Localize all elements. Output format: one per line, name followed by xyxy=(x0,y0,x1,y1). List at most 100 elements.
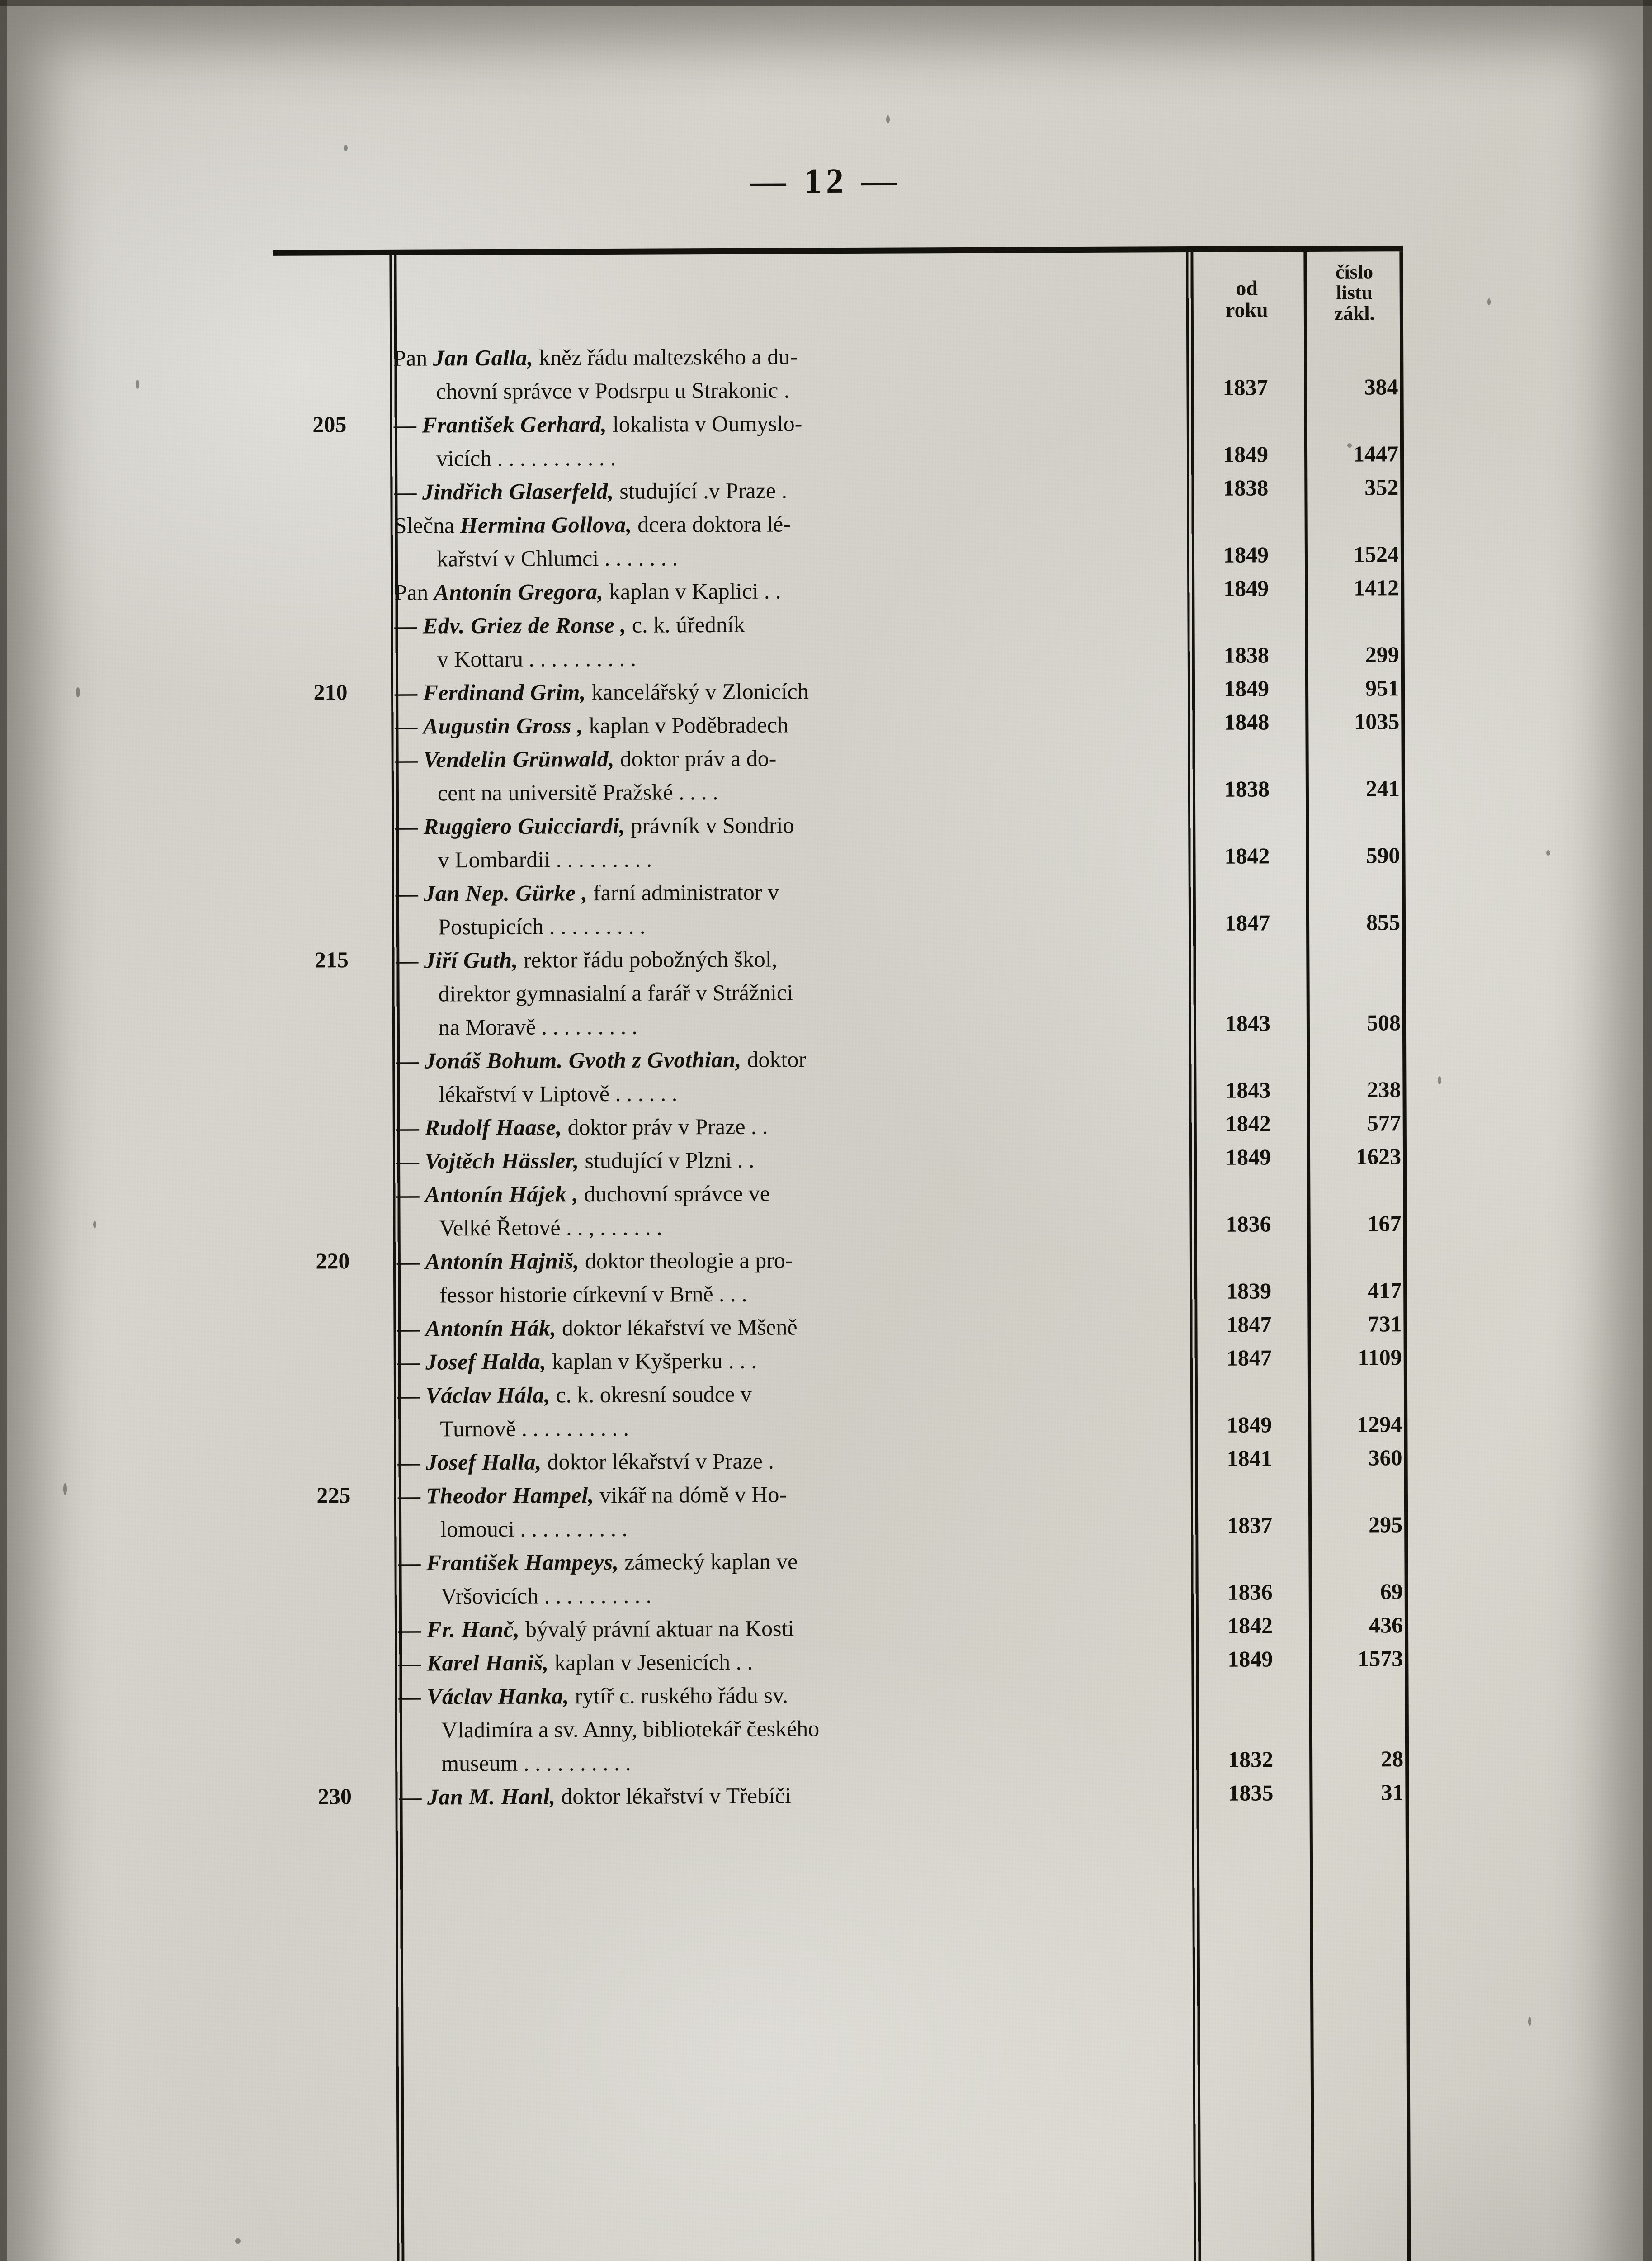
row-dash-marker: — xyxy=(396,1115,425,1140)
row-dash-marker: — xyxy=(397,1316,425,1341)
scan-blemish xyxy=(136,380,139,389)
row-entry-text: — Václav Hanka, rytíř c. ruského řádu sv… xyxy=(398,1678,1187,1712)
row-description: c. k. okresní soudce v xyxy=(550,1381,752,1408)
table-row: 230— Jan M. Hanl, doktor lékařství v Tře… xyxy=(278,1776,1409,1814)
row-person-name: Jan Nep. Gürke , xyxy=(424,880,587,906)
row-person-name: František Hampeys, xyxy=(426,1549,619,1575)
row-person-name: Václav Hanka, xyxy=(427,1683,569,1709)
row-dash-marker: — xyxy=(396,1182,425,1207)
row-index-number: 210 xyxy=(274,679,387,705)
row-dash-marker: — xyxy=(396,948,424,973)
row-entry-text: — Jan M. Hanl, doktor lékařství v Třebíč… xyxy=(399,1778,1187,1813)
row-entry-text: — Jan Nep. Gürke , farní administrator v xyxy=(396,875,1184,909)
row-entry-text: — Vendelin Grünwald, doktor práv a do- xyxy=(395,741,1184,776)
row-entry-text: direktor gymnasialní a farář v Strážnici xyxy=(439,975,1185,1009)
row-description: vikář na dómě v Ho- xyxy=(594,1481,787,1508)
table-row: kařství v Chlumci . . . . . . . 1849 1524 xyxy=(274,538,1404,576)
table-row: Velké Řetové . . , . . . . . . 1836 167 xyxy=(276,1207,1407,1245)
row-description: kaplan v Kyšperku . . . xyxy=(546,1348,756,1374)
row-od-roku-value xyxy=(1194,1545,1306,1546)
row-cislo-listu-value: 31 xyxy=(1313,1779,1408,1806)
row-entry-text: — Josef Halla, doktor lékařství v Praze … xyxy=(397,1443,1186,1478)
row-od-roku-value: 1849 xyxy=(1189,441,1302,468)
row-description: studující .v Praze . xyxy=(614,478,787,503)
row-od-roku-value xyxy=(1190,608,1302,609)
row-dash-marker: — xyxy=(396,881,424,906)
row-description: doktor práv a do- xyxy=(614,746,776,771)
scan-blemish xyxy=(1438,1076,1441,1084)
row-dash-marker: — xyxy=(398,1617,427,1642)
column-header-od-line2: roku xyxy=(1191,299,1303,321)
row-index-number xyxy=(276,1147,388,1148)
row-entry-text: Vladimíra a sv. Anny, bibliotekář českéh… xyxy=(441,1711,1187,1745)
row-description: doktor práv v Praze . . xyxy=(562,1114,768,1140)
row-od-roku-value xyxy=(1194,1712,1307,1713)
row-description: na Moravě . . . . . . . . . xyxy=(439,1014,637,1040)
row-cislo-listu-value: 238 xyxy=(1310,1076,1405,1103)
row-index-number xyxy=(273,344,385,345)
row-person-name: Hermina Gollova, xyxy=(460,512,632,538)
table-row: Postupicích . . . . . . . . . 1847 855 xyxy=(275,906,1406,944)
table-row: lékařství v Liptově . . . . . . 1843 238 xyxy=(276,1074,1406,1112)
row-od-roku-value: 1838 xyxy=(1190,642,1303,668)
row-od-roku-value: 1838 xyxy=(1189,474,1302,501)
scan-blemish xyxy=(1487,298,1491,305)
row-description: Postupicích . . . . . . . . . xyxy=(438,913,646,940)
row-index-number: 225 xyxy=(278,1482,390,1509)
row-dash-marker: — xyxy=(398,1483,426,1509)
table-row: Vršovicích . . . . . . . . . . 1836 69 xyxy=(278,1575,1408,1613)
table-row: direktor gymnasialní a farář v Strážnici xyxy=(276,973,1406,1011)
row-description: kaplan v Jesenicích . . xyxy=(549,1649,753,1675)
row-od-roku-value xyxy=(1192,1043,1304,1044)
row-cislo-listu-value: 69 xyxy=(1312,1578,1407,1605)
row-od-roku-value: 1849 xyxy=(1190,541,1302,568)
row-entry-text: na Moravě . . . . . . . . . xyxy=(439,1008,1185,1043)
row-od-roku-value xyxy=(1194,1478,1306,1479)
row-entry-text: chovní správce v Podsrpu u Strakonic . xyxy=(436,373,1182,407)
row-description: direktor gymnasialní a farář v Strážnici xyxy=(439,979,793,1006)
row-description: doktor lékařství ve Mšeně xyxy=(556,1314,797,1340)
row-entry-text: — Karel Haniš, kaplan v Jesenicích . . xyxy=(398,1644,1187,1679)
table-row: — Ruggiero Guicciardi, právník v Sondrio xyxy=(275,806,1405,844)
row-person-name: František Gerhard, xyxy=(422,412,607,438)
row-description: kancelářský v Zlonicích xyxy=(586,678,809,705)
row-description: lomouci . . . . . . . . . . xyxy=(440,1516,628,1542)
row-dash-marker: — xyxy=(396,1048,425,1074)
row-person-name: Jindřich Glaserfeld, xyxy=(422,478,614,505)
row-index-number xyxy=(277,1381,389,1382)
row-cislo-listu-value: 417 xyxy=(1311,1277,1406,1304)
table-header: od roku číslo listu zákl. xyxy=(273,251,1403,342)
table-row: — Antonín Hák, doktor lékařství ve Mšeně… xyxy=(277,1308,1407,1346)
table-row: — Vojtěch Hässler, studující v Plzni . .… xyxy=(276,1140,1407,1178)
row-person-name: Jan M. Hanl, xyxy=(427,1783,556,1809)
directory-table: od roku číslo listu zákl. Pan Jan Galla,… xyxy=(273,246,1411,2261)
row-od-roku-value: 1847 xyxy=(1191,909,1303,936)
row-od-roku-value: 1835 xyxy=(1194,1779,1307,1806)
row-dash-marker: — xyxy=(394,613,423,639)
row-person-name: Vojtěch Hässler, xyxy=(425,1148,579,1173)
row-honorific: Slečna xyxy=(394,512,460,538)
row-dash-marker: — xyxy=(397,1383,426,1408)
row-od-roku-value: 1836 xyxy=(1193,1211,1305,1237)
row-person-name: Karel Haniš, xyxy=(427,1650,549,1675)
table-row: — Antonín Hájek , duchovní správce ve xyxy=(276,1174,1407,1212)
table-row: — Jonáš Bohum. Gvoth z Gvothian, doktor xyxy=(276,1040,1406,1078)
row-person-name: Fr. Hanč, xyxy=(426,1617,519,1642)
row-entry-text: — Antonín Hájek , duchovní správce ve xyxy=(396,1176,1185,1211)
row-cislo-listu-value: 295 xyxy=(1312,1511,1407,1538)
row-entry-text: — Josef Halda, kaplan v Kyšperku . . . xyxy=(397,1343,1186,1378)
row-person-name: Antonín Hák, xyxy=(425,1315,557,1341)
table-row: v Kottaru . . . . . . . . . . 1838 299 xyxy=(274,639,1405,676)
row-cislo-listu-value: 1573 xyxy=(1312,1645,1407,1672)
row-index-number xyxy=(274,511,386,512)
scanned-page: — 12 — od roku číslo listu zákl. Pan Jan… xyxy=(0,0,1652,2261)
row-cislo-listu-value xyxy=(1307,340,1402,341)
row-index-number xyxy=(278,1515,390,1516)
row-description: studující v Plzni . . xyxy=(579,1147,755,1173)
scan-blemish xyxy=(1347,443,1352,448)
row-od-roku-value: 1842 xyxy=(1191,842,1303,869)
row-honorific: Pan xyxy=(393,345,433,370)
table-row: — Augustin Gross , kaplan v Poděbradech 1… xyxy=(274,705,1405,743)
scan-blemish xyxy=(235,2238,241,2244)
row-description: vicích . . . . . . . . . . . xyxy=(436,445,616,471)
